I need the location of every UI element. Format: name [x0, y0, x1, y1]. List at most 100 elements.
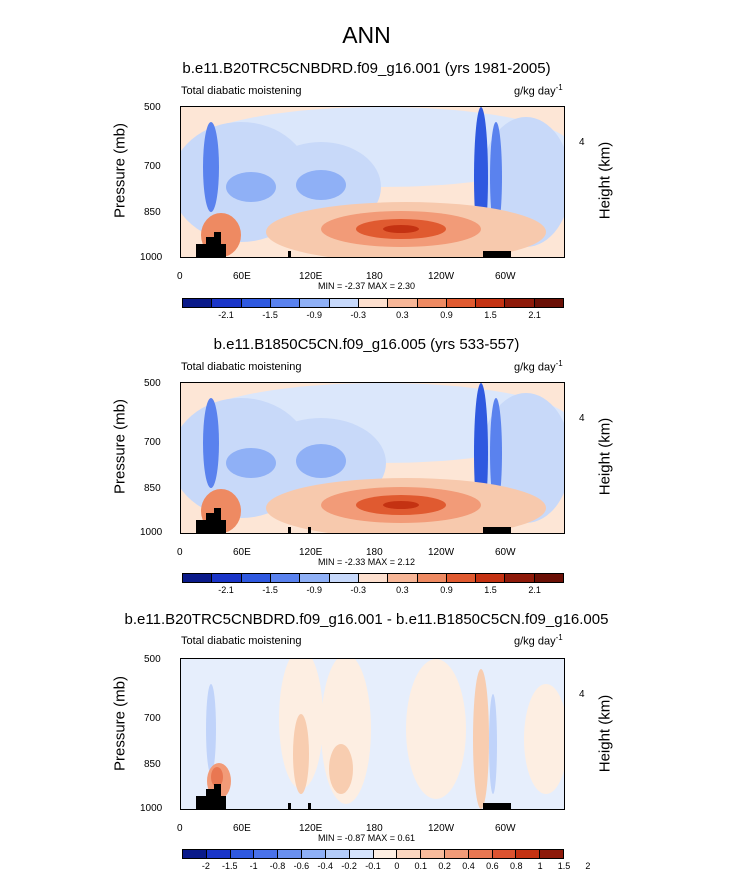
panel-3-xtick-60w: 60W — [495, 823, 516, 834]
panel-3-ytick-700: 700 — [144, 713, 161, 724]
panel-1-ytick-1000: 1000 — [140, 252, 163, 263]
colorbar-label: -0.4 — [317, 861, 334, 871]
colorbar-label: 2.1 — [528, 310, 541, 320]
colorbar-swatch — [241, 299, 271, 307]
panel-3-plot-area — [180, 658, 565, 810]
panel-2-ytick-700: 700 — [144, 437, 161, 448]
colorbar-label: -1 — [249, 861, 258, 871]
colorbar-label: 0.1 — [414, 861, 428, 871]
panel-2-title: b.e11.B1850C5CN.f09_g16.005 (yrs 533-557… — [213, 336, 520, 353]
colorbar-swatch — [468, 850, 493, 858]
panel-3-xtick-120w: 120W — [428, 823, 455, 834]
panel-1-xtick-60w: 60W — [495, 271, 516, 282]
panel-3-xtick-0: 0 — [177, 823, 183, 834]
panel-1-ytick-500: 500 — [144, 102, 161, 113]
panel-1-colorbar — [182, 298, 564, 308]
panel-2-plot-area — [180, 382, 565, 534]
panel-1-y2tick-4: 4 — [579, 137, 585, 148]
colorbar-swatch — [446, 574, 477, 582]
colorbar-swatch — [212, 574, 242, 582]
colorbar-swatch — [397, 850, 422, 858]
panel-1-units: g/kg day-1 — [514, 83, 563, 98]
panel-2-ytick-500: 500 — [144, 378, 161, 389]
colorbar-label: 0.3 — [396, 310, 409, 320]
figure-title: ANN — [342, 22, 391, 48]
panel-2-min-max: MIN = -2.33 MAX = 2.12 — [318, 557, 416, 567]
panel-3-colorbar — [182, 849, 564, 859]
panel-1-ytick-850: 850 — [144, 207, 161, 218]
panel-2-xtick-60w: 60W — [495, 547, 516, 558]
colorbar-label: 1.5 — [557, 861, 571, 871]
colorbar-swatch — [444, 850, 469, 858]
colorbar-swatch — [476, 574, 506, 582]
panel-2-colorbar-labels: -2.1 -1.5 -0.9 -0.3 0.3 0.9 1.5 2.1 — [182, 585, 564, 597]
colorbar-swatch — [516, 850, 541, 858]
colorbar-swatch — [417, 299, 447, 307]
colorbar-label: -0.9 — [306, 310, 322, 320]
panel-3-variable-label: Total diabatic moistening — [181, 635, 302, 647]
colorbar-swatch — [476, 299, 506, 307]
colorbar-label: -2.1 — [218, 585, 234, 595]
colorbar-label: -0.1 — [365, 861, 381, 871]
colorbar-swatch — [358, 574, 389, 582]
colorbar-label: 0.6 — [486, 861, 499, 871]
panel-1-xtick-120e: 120E — [299, 271, 323, 282]
panel-1-y2label: Height (km) — [596, 141, 614, 220]
colorbar-label: 1.5 — [484, 585, 497, 595]
colorbar-swatch — [358, 299, 389, 307]
colorbar-swatch — [373, 850, 398, 858]
colorbar-swatch — [329, 574, 359, 582]
panel-1-title: b.e11.B20TRC5CNBDRD.f09_g16.001 (yrs 198… — [182, 60, 551, 77]
colorbar-swatch — [534, 574, 564, 582]
colorbar-swatch — [505, 574, 535, 582]
colorbar-label: 0.8 — [509, 861, 523, 871]
colorbar-label: 0.9 — [440, 585, 453, 595]
panel-3-xtick-120e: 120E — [299, 823, 323, 834]
panel-3-y2tick-4: 4 — [579, 689, 585, 700]
colorbar-swatch — [212, 299, 242, 307]
panel-3-min-max: MIN = -0.87 MAX = 0.61 — [318, 833, 416, 843]
colorbar-label: 1 — [537, 861, 543, 871]
colorbar-swatch — [183, 574, 213, 582]
panel-2-xtick-120e: 120E — [299, 547, 323, 558]
panel-2-xtick-180: 180 — [366, 547, 383, 558]
colorbar-label: -2 — [201, 861, 210, 871]
panel-3-colorbar-labels: -2 -1.5 -1 -0.8 -0.6 -0.4 -0.2 -0.1 0 0.1 0.2 0.4 0.… — [182, 861, 591, 873]
colorbar-label: -1.5 — [221, 861, 238, 871]
colorbar-label: 0.3 — [396, 585, 409, 595]
panel-3-units: g/kg day-1 — [514, 633, 563, 648]
colorbar-swatch — [183, 850, 207, 858]
colorbar-swatch — [325, 850, 350, 858]
panel-1-min-max: MIN = -2.37 MAX = 2.30 — [318, 281, 416, 291]
panel-2-xtick-120w: 120W — [428, 547, 455, 558]
panel-2-ylabel: Pressure (mb) — [111, 398, 129, 495]
colorbar-label: -1.5 — [262, 310, 278, 320]
panel-1-xtick-180: 180 — [366, 271, 383, 282]
panel-3-ylabel: Pressure (mb) — [111, 675, 129, 772]
colorbar-swatch — [300, 574, 330, 582]
panel-2-y2tick-4: 4 — [579, 413, 585, 424]
colorbar-label: -0.8 — [269, 861, 286, 871]
colorbar-label: -1.5 — [262, 585, 278, 595]
colorbar-swatch — [492, 850, 517, 858]
colorbar-swatch — [388, 574, 418, 582]
panel-2-variable-label: Total diabatic moistening — [181, 361, 302, 373]
colorbar-swatch — [278, 850, 303, 858]
panel-3-ytick-850: 850 — [144, 759, 161, 770]
colorbar-swatch — [446, 299, 477, 307]
colorbar-swatch — [241, 574, 271, 582]
panel-3-xtick-60e: 60E — [233, 823, 251, 834]
colorbar-label: 0.9 — [440, 310, 453, 320]
panel-3-ytick-1000: 1000 — [140, 803, 163, 814]
panel-2-units: g/kg day-1 — [514, 359, 563, 374]
panel-2-colorbar — [182, 573, 564, 583]
panel-2-ytick-850: 850 — [144, 483, 161, 494]
colorbar-label: 2 — [585, 861, 591, 871]
colorbar-swatch — [505, 299, 535, 307]
colorbar-swatch — [270, 574, 301, 582]
colorbar-swatch — [540, 850, 563, 858]
panel-3-title: b.e11.B20TRC5CNBDRD.f09_g16.001 - b.e11.… — [124, 611, 609, 628]
panel-1-colorbar-labels: -2.1 -1.5 -0.9 -0.3 0.3 0.9 1.5 2.1 — [182, 310, 564, 322]
colorbar-swatch — [254, 850, 279, 858]
panel-3-ytick-500: 500 — [144, 654, 161, 665]
